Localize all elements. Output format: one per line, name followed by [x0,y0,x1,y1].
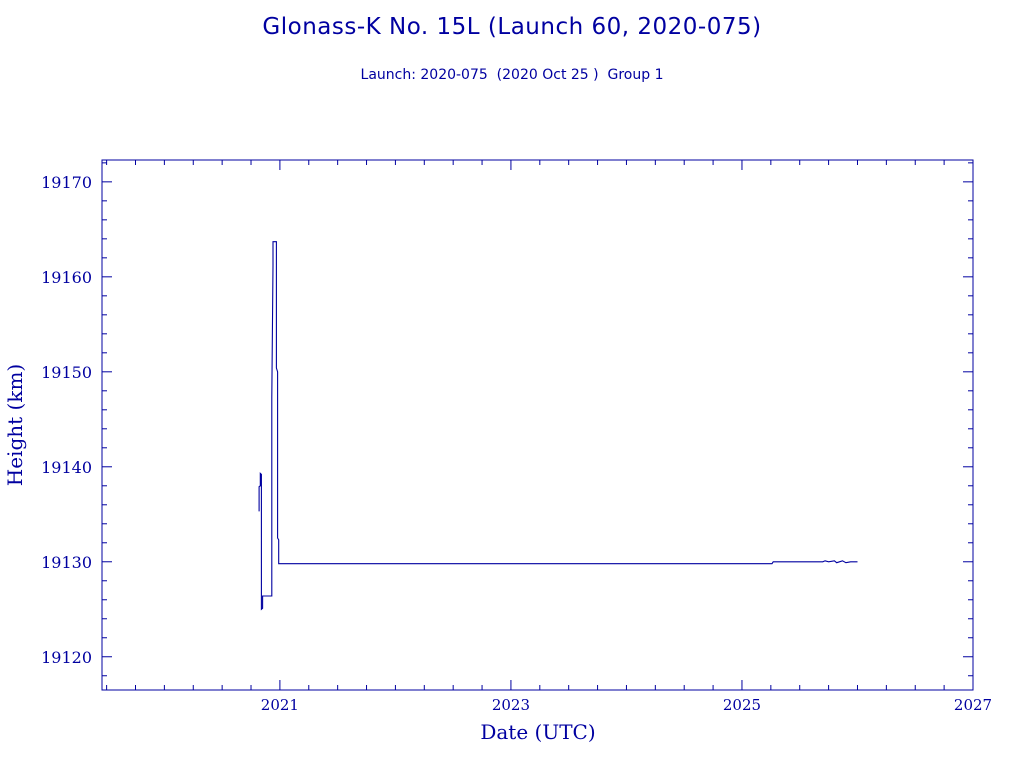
x-tick-label: 2025 [723,696,761,714]
x-tick-label: 2027 [954,696,992,714]
y-tick-label: 19120 [41,648,92,667]
chart-subtitle: Launch: 2020-075 (2020 Oct 25 ) Group 1 [360,67,664,83]
x-axis-ticks: 2021 2023 2025 2027 [106,160,992,714]
y-tick-label: 19140 [41,458,92,477]
y-axis-ticks: 19120 19130 19140 19150 19160 19170 [41,162,973,677]
y-tick-label: 19150 [41,363,92,382]
y-tick-label: 19130 [41,553,92,572]
y-axis-label: Height (km) [3,364,27,486]
x-axis-label: Date (UTC) [480,720,595,744]
series-group [258,241,858,611]
y-tick-label: 19160 [41,268,92,287]
chart-title: Glonass-K No. 15L (Launch 60, 2020-075) [262,14,762,40]
x-tick-label: 2023 [492,696,530,714]
series-line [258,241,858,611]
plot-frame [101,159,974,691]
y-tick-label: 19170 [41,173,92,192]
x-tick-label: 2021 [261,696,299,714]
